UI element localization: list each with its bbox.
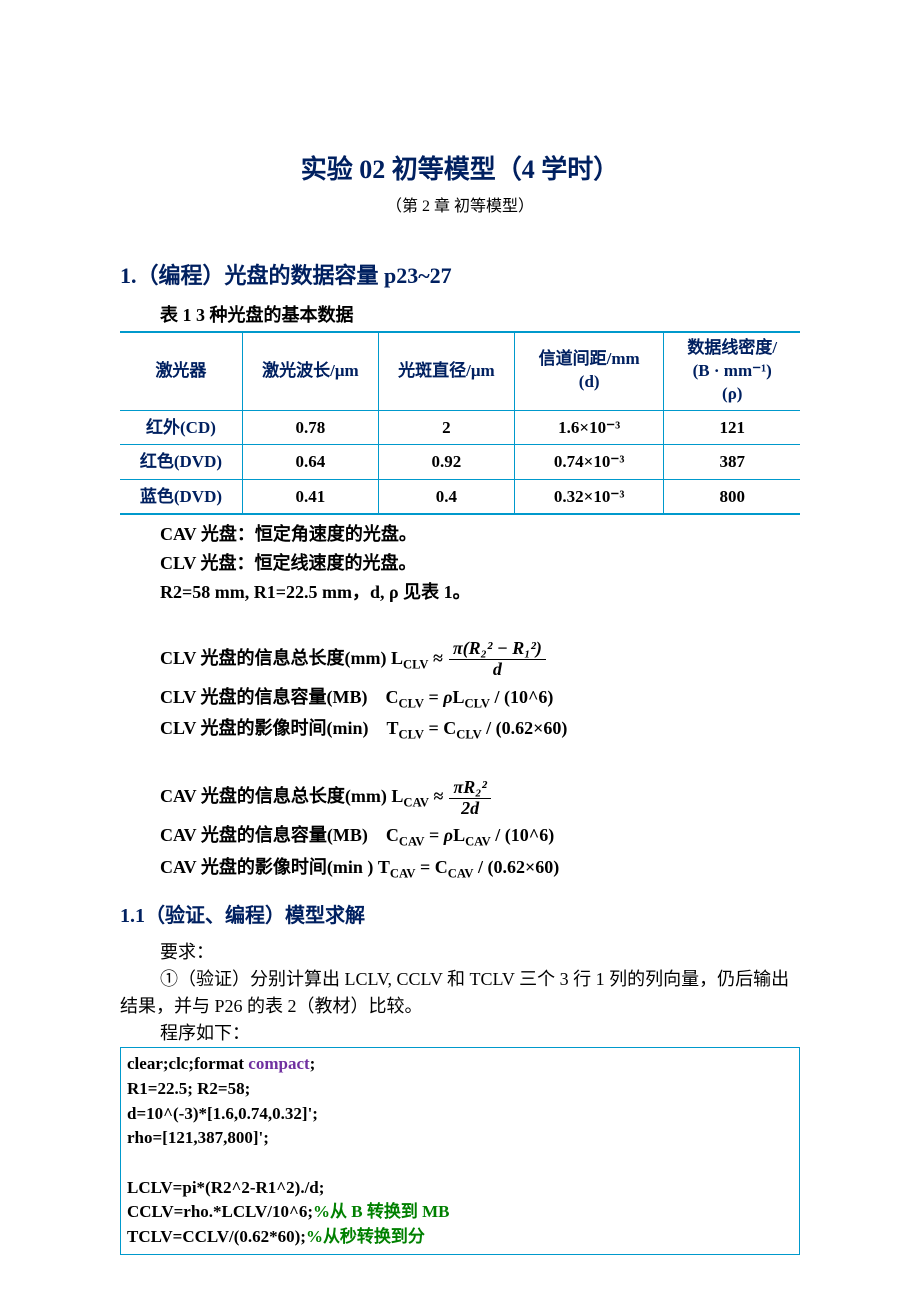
cell-density: 387	[664, 445, 800, 480]
cell-track: 0.74×10⁻³	[514, 445, 664, 480]
code-text: CCLV=rho.*LCLV/10^6;	[127, 1202, 313, 1221]
code-line: CCLV=rho.*LCLV/10^6;%从 B 转换到 MB	[127, 1200, 793, 1225]
clv-L-num: π(R₂² − R₁²)	[449, 639, 546, 660]
cell-wavelength: 0.78	[242, 410, 378, 445]
code-line: rho=[121,387,800]';	[127, 1126, 793, 1151]
code-line	[127, 1151, 793, 1176]
clv-T-formula: CLV 光盘的影像时间(min) TCLV = CCLV / (0.62×60)	[120, 715, 800, 744]
code-line: d=10^(-3)*[1.6,0.74,0.32]';	[127, 1102, 793, 1127]
clv-L-sub: CLV	[403, 657, 428, 671]
table-1: 激光器 激光波长/μm 光斑直径/μm 信道间距/mm (d) 数据线密度/ (…	[120, 331, 800, 515]
def-cav: CAV 光盘：恒定角速度的光盘。	[120, 521, 800, 548]
table-header-row: 激光器 激光波长/μm 光斑直径/μm 信道间距/mm (d) 数据线密度/ (…	[120, 332, 800, 410]
th-track: 信道间距/mm (d)	[514, 332, 664, 410]
cell-spot: 0.92	[378, 445, 514, 480]
clv-L-den: d	[449, 660, 546, 680]
th-spot: 光斑直径/μm	[378, 332, 514, 410]
table-row: 红外(CD) 0.78 2 1.6×10⁻³ 121	[120, 410, 800, 445]
def-params: R2=58 mm, R1=22.5 mm，d, ρ 见表 1。	[120, 579, 800, 606]
code-line: R1=22.5; R2=58;	[127, 1077, 793, 1102]
clv-L-text: CLV 光盘的信息总长度(mm) L	[160, 648, 403, 668]
req-line2: ①（验证）分别计算出 LCLV, CCLV 和 TCLV 三个 3 行 1 列的…	[120, 966, 800, 1020]
code-keyword: compact	[248, 1054, 309, 1073]
cav-L-approx: ≈	[429, 786, 443, 806]
page-subtitle: （第 2 章 初等模型）	[120, 195, 800, 219]
cell-wavelength: 0.64	[242, 445, 378, 480]
table-row: 红色(DVD) 0.64 0.92 0.74×10⁻³ 387	[120, 445, 800, 480]
th-density: 数据线密度/ (B · mm⁻¹) (ρ)	[664, 332, 800, 410]
cav-L-den: 2d	[449, 799, 491, 819]
cell-spot: 0.4	[378, 479, 514, 514]
cell-track: 1.6×10⁻³	[514, 410, 664, 445]
table-row: 蓝色(DVD) 0.41 0.4 0.32×10⁻³ 800	[120, 479, 800, 514]
cell-laser: 蓝色(DVD)	[120, 479, 242, 514]
code-text: ;	[310, 1054, 316, 1073]
cell-density: 800	[664, 479, 800, 514]
cell-density: 121	[664, 410, 800, 445]
cell-track: 0.32×10⁻³	[514, 479, 664, 514]
th-laser: 激光器	[120, 332, 242, 410]
cell-laser: 红色(DVD)	[120, 445, 242, 480]
cav-C-formula: CAV 光盘的信息容量(MB) CCAV = ρLCAV / (10^6)	[120, 822, 800, 851]
definitions-block: CAV 光盘：恒定角速度的光盘。 CLV 光盘：恒定线速度的光盘。 R2=58 …	[120, 521, 800, 883]
clv-L-fraction: π(R₂² − R₁²) d	[449, 639, 546, 680]
code-line: clear;clc;format compact;	[127, 1052, 793, 1077]
th-wavelength: 激光波长/μm	[242, 332, 378, 410]
cell-spot: 2	[378, 410, 514, 445]
th-density-l3: (ρ)	[722, 384, 742, 403]
code-comment: %从秒转换到分	[306, 1227, 425, 1246]
table-1-caption: 表 1 3 种光盘的基本数据	[120, 302, 800, 329]
cav-L-label: CAV 光盘的信息总长度(mm) LCAV ≈	[160, 783, 443, 812]
section-1-heading: 1.（编程）光盘的数据容量 p23~27	[120, 259, 800, 292]
th-density-l2: (B · mm⁻¹)	[693, 361, 772, 380]
clv-L-label: CLV 光盘的信息总长度(mm) LCLV ≈	[160, 645, 443, 674]
cav-L-sub: CAV	[403, 796, 429, 810]
requirements-block: 要求： ①（验证）分别计算出 LCLV, CCLV 和 TCLV 三个 3 行 …	[120, 939, 800, 1047]
cell-wavelength: 0.41	[242, 479, 378, 514]
req-line1: 要求：	[120, 939, 800, 966]
code-text: TCLV=CCLV/(0.62*60);	[127, 1227, 306, 1246]
code-line: TCLV=CCLV/(0.62*60);%从秒转换到分	[127, 1225, 793, 1250]
def-clv: CLV 光盘：恒定线速度的光盘。	[120, 550, 800, 577]
code-text: clear;clc;format	[127, 1054, 248, 1073]
req-line3: 程序如下：	[120, 1020, 800, 1047]
cav-L-num: πR₂²	[449, 778, 491, 799]
clv-L-approx: ≈	[428, 648, 442, 668]
page-title: 实验 02 初等模型（4 学时）	[120, 150, 800, 189]
cav-L-text: CAV 光盘的信息总长度(mm) L	[160, 786, 403, 806]
th-track-l2: (d)	[579, 372, 600, 391]
code-comment: %从 B 转换到 MB	[313, 1202, 449, 1221]
section-1-1-heading: 1.1（验证、编程）模型求解	[120, 901, 800, 931]
clv-C-formula: CLV 光盘的信息容量(MB) CCLV = ρLCLV / (10^6)	[120, 684, 800, 713]
cav-T-formula: CAV 光盘的影像时间(min ) TCAV = CCAV / (0.62×60…	[120, 854, 800, 883]
cell-laser: 红外(CD)	[120, 410, 242, 445]
code-block: clear;clc;format compact; R1=22.5; R2=58…	[120, 1047, 800, 1254]
th-density-l1: 数据线密度/	[687, 338, 777, 357]
cav-L-fraction: πR₂² 2d	[449, 778, 491, 819]
code-line: LCLV=pi*(R2^2-R1^2)./d;	[127, 1176, 793, 1201]
th-track-l1: 信道间距/mm	[539, 349, 640, 368]
